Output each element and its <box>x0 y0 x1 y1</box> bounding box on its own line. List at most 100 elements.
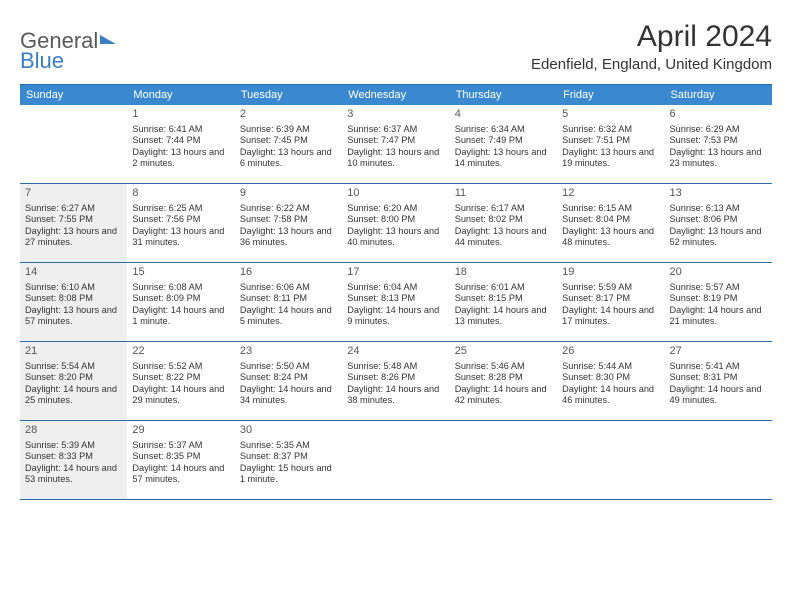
day-cell: 12 Sunrise: 6:15 AMSunset: 8:04 PMDayligh… <box>557 184 664 262</box>
page-title: April 2024 <box>531 20 772 54</box>
sunset-text: Sunset: 8:20 PM <box>25 372 122 384</box>
sunrise-text: Sunrise: 5:54 AM <box>25 361 122 373</box>
day-header-monday: Monday <box>127 85 234 105</box>
day-cell: 3Sunrise: 6:37 AMSunset: 7:47 PMDaylight… <box>342 105 449 183</box>
week-row: 14Sunrise: 6:10 AMSunset: 8:08 PMDayligh… <box>20 263 772 342</box>
sunrise-text: Sunrise: 5:50 AM <box>240 361 337 373</box>
sunset-text: Sunset: 8:35 PM <box>132 451 229 463</box>
daylight-text: Daylight: 14 hours and 13 minutes. <box>455 305 552 328</box>
daylight-text: Daylight: 13 hours and 19 minutes. <box>562 147 659 170</box>
day-number: 18 <box>455 266 552 280</box>
day-cell: 6Sunrise: 6:29 AMSunset: 7:53 PMDaylight… <box>665 105 772 183</box>
day-cell <box>557 421 664 499</box>
daylight-text: Daylight: 13 hours and 44 minutes. <box>455 226 552 249</box>
day-number: 3 <box>347 108 444 122</box>
sunrise-text: Sunrise: 6:34 AM <box>455 124 552 136</box>
day-number: 9 <box>240 187 337 201</box>
sunset-text: Sunset: 7:45 PM <box>240 135 337 147</box>
sunrise-text: Sunrise: 6:27 AM <box>25 203 122 215</box>
day-number: 6 <box>670 108 767 122</box>
daylight-text: Daylight: 13 hours and 57 minutes. <box>25 305 122 328</box>
daylight-text: Daylight: 13 hours and 10 minutes. <box>347 147 444 170</box>
sunrise-text: Sunrise: 6:01 AM <box>455 282 552 294</box>
sunset-text: Sunset: 8:28 PM <box>455 372 552 384</box>
day-cell: 2Sunrise: 6:39 AMSunset: 7:45 PMDaylight… <box>235 105 342 183</box>
sunset-text: Sunset: 7:44 PM <box>132 135 229 147</box>
page-header: GeneralBlue April 2024 Edenfield, Englan… <box>20 20 772 74</box>
daylight-text: Daylight: 14 hours and 46 minutes. <box>562 384 659 407</box>
day-header-row: SundayMondayTuesdayWednesdayThursdayFrid… <box>20 85 772 105</box>
day-cell <box>20 105 127 183</box>
day-number: 21 <box>25 345 122 359</box>
sunset-text: Sunset: 8:00 PM <box>347 214 444 226</box>
daylight-text: Daylight: 14 hours and 49 minutes. <box>670 384 767 407</box>
daylight-text: Daylight: 13 hours and 40 minutes. <box>347 226 444 249</box>
sunrise-text: Sunrise: 6:22 AM <box>240 203 337 215</box>
logo: GeneralBlue <box>20 20 118 74</box>
day-number: 27 <box>670 345 767 359</box>
title-block: April 2024 Edenfield, England, United Ki… <box>531 20 772 73</box>
day-number: 22 <box>132 345 229 359</box>
week-row: 7Sunrise: 6:27 AMSunset: 7:55 PMDaylight… <box>20 184 772 263</box>
daylight-text: Daylight: 13 hours and 48 minutes. <box>562 226 659 249</box>
sunset-text: Sunset: 7:51 PM <box>562 135 659 147</box>
daylight-text: Daylight: 13 hours and 23 minutes. <box>670 147 767 170</box>
sunrise-text: Sunrise: 5:39 AM <box>25 440 122 452</box>
daylight-text: Daylight: 13 hours and 52 minutes. <box>670 226 767 249</box>
daylight-text: Daylight: 14 hours and 57 minutes. <box>132 463 229 486</box>
daylight-text: Daylight: 14 hours and 34 minutes. <box>240 384 337 407</box>
day-cell: 21 Sunrise: 5:54 AMSunset: 8:20 PMDayligh… <box>20 342 127 420</box>
sunset-text: Sunset: 8:13 PM <box>347 293 444 305</box>
sunrise-text: Sunrise: 5:57 AM <box>670 282 767 294</box>
sunrise-text: Sunrise: 6:15 AM <box>562 203 659 215</box>
sunrise-text: Sunrise: 6:25 AM <box>132 203 229 215</box>
daylight-text: Daylight: 14 hours and 25 minutes. <box>25 384 122 407</box>
day-cell: 10 Sunrise: 6:20 AMSunset: 8:00 PMDayligh… <box>342 184 449 262</box>
day-number: 10 <box>347 187 444 201</box>
daylight-text: Daylight: 14 hours and 53 minutes. <box>25 463 122 486</box>
sunset-text: Sunset: 8:11 PM <box>240 293 337 305</box>
day-number: 29 <box>132 424 229 438</box>
daylight-text: Daylight: 13 hours and 36 minutes. <box>240 226 337 249</box>
sunset-text: Sunset: 7:49 PM <box>455 135 552 147</box>
sunrise-text: Sunrise: 5:46 AM <box>455 361 552 373</box>
day-number: 19 <box>562 266 659 280</box>
sunset-text: Sunset: 8:04 PM <box>562 214 659 226</box>
day-cell: 26Sunrise: 5:44 AMSunset: 8:30 PMDayligh… <box>557 342 664 420</box>
daylight-text: Daylight: 13 hours and 31 minutes. <box>132 226 229 249</box>
sunrise-text: Sunrise: 6:41 AM <box>132 124 229 136</box>
sunset-text: Sunset: 8:37 PM <box>240 451 337 463</box>
daylight-text: Daylight: 14 hours and 42 minutes. <box>455 384 552 407</box>
sunrise-text: Sunrise: 5:59 AM <box>562 282 659 294</box>
day-number: 4 <box>455 108 552 122</box>
logo-text-part2: Blue <box>20 48 64 73</box>
day-cell: 29Sunrise: 5:37 AMSunset: 8:35 PMDayligh… <box>127 421 234 499</box>
sunrise-text: Sunrise: 5:41 AM <box>670 361 767 373</box>
daylight-text: Daylight: 14 hours and 9 minutes. <box>347 305 444 328</box>
day-cell: 18Sunrise: 6:01 AMSunset: 8:15 PMDayligh… <box>450 263 557 341</box>
daylight-text: Daylight: 13 hours and 14 minutes. <box>455 147 552 170</box>
day-number: 12 <box>562 187 659 201</box>
day-header-tuesday: Tuesday <box>235 85 342 105</box>
sunrise-text: Sunrise: 6:32 AM <box>562 124 659 136</box>
sunrise-text: Sunrise: 6:37 AM <box>347 124 444 136</box>
day-number: 17 <box>347 266 444 280</box>
day-number: 15 <box>132 266 229 280</box>
day-cell: 19Sunrise: 5:59 AMSunset: 8:17 PMDayligh… <box>557 263 664 341</box>
daylight-text: Daylight: 14 hours and 5 minutes. <box>240 305 337 328</box>
daylight-text: Daylight: 13 hours and 27 minutes. <box>25 226 122 249</box>
day-number: 23 <box>240 345 337 359</box>
day-cell: 17Sunrise: 6:04 AMSunset: 8:13 PMDayligh… <box>342 263 449 341</box>
day-cell: 15Sunrise: 6:08 AMSunset: 8:09 PMDayligh… <box>127 263 234 341</box>
day-number: 28 <box>25 424 122 438</box>
day-header-wednesday: Wednesday <box>342 85 449 105</box>
day-header-friday: Friday <box>557 85 664 105</box>
sunset-text: Sunset: 8:17 PM <box>562 293 659 305</box>
sunrise-text: Sunrise: 6:20 AM <box>347 203 444 215</box>
sunrise-text: Sunrise: 6:39 AM <box>240 124 337 136</box>
sunrise-text: Sunrise: 5:52 AM <box>132 361 229 373</box>
week-row: 28Sunrise: 5:39 AMSunset: 8:33 PMDayligh… <box>20 421 772 500</box>
day-number: 14 <box>25 266 122 280</box>
sunset-text: Sunset: 7:58 PM <box>240 214 337 226</box>
day-number: 5 <box>562 108 659 122</box>
